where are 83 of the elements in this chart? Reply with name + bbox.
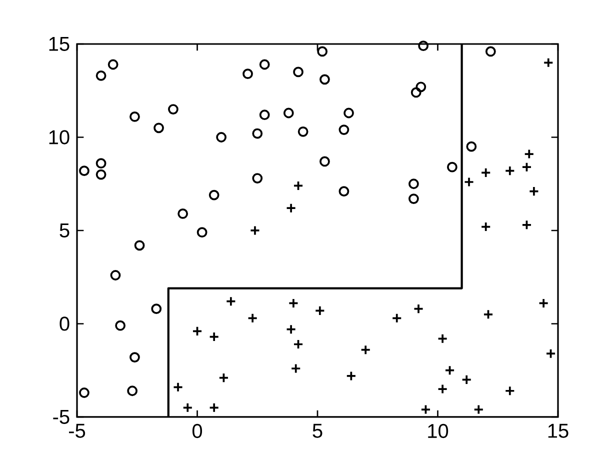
point [298,126,308,137]
point [247,312,258,324]
point [293,180,304,191]
point [437,333,448,344]
point [522,162,532,172]
point [79,388,90,398]
point [130,112,140,122]
point [360,344,371,356]
point [392,312,402,324]
point [208,402,220,413]
point [473,404,484,415]
point [208,332,220,342]
x-tick-label: 15 [548,424,568,438]
y-tick-label: 15 [49,37,70,51]
point [252,128,263,139]
y-tick-label: 10 [49,130,70,144]
point [504,166,516,176]
point [96,169,106,180]
point [408,194,419,204]
point [242,68,253,80]
point [522,220,532,230]
point [483,309,494,320]
point [168,104,178,114]
point [543,57,554,68]
point [96,158,106,169]
point [410,87,422,98]
point [182,402,193,413]
point [290,363,302,374]
point [151,304,162,314]
point [420,404,431,415]
point [444,365,455,376]
point [208,190,220,200]
point [317,46,328,57]
point [418,40,429,52]
point [115,320,126,331]
point [79,166,90,176]
point [259,110,270,120]
point [344,108,354,118]
point [293,339,304,350]
point [110,270,121,280]
point [416,82,426,92]
point [314,305,326,316]
x-tick-label: 5 [312,424,322,438]
point [546,348,556,359]
x-tick-label: 0 [192,424,202,438]
point [178,208,188,219]
point [216,132,226,142]
point [528,186,540,197]
point [408,178,419,190]
point [134,240,145,251]
point [346,370,356,382]
point [172,382,184,392]
y-tick-label: 5 [60,224,70,238]
point [338,124,350,135]
point [338,186,350,197]
point [461,374,472,385]
x-tick-label: 10 [428,424,448,438]
point [154,122,164,134]
point [480,167,492,178]
point [196,227,208,238]
point [218,372,229,384]
point [286,324,296,335]
point [127,386,138,396]
point [466,141,477,152]
x-tick-label: -5 [68,424,86,438]
point [283,108,294,118]
point [480,222,492,232]
point [192,326,202,336]
point [320,74,330,85]
point [320,156,330,167]
y-tick-label: -5 [53,410,70,424]
point [96,70,106,81]
point [524,148,534,160]
point [259,59,270,70]
point [252,173,263,184]
point [485,46,496,57]
point [226,296,236,307]
point [130,352,140,363]
point [446,162,458,172]
y-tick-label: 0 [60,316,70,331]
point [293,66,304,78]
point [413,304,424,314]
point [108,59,118,70]
